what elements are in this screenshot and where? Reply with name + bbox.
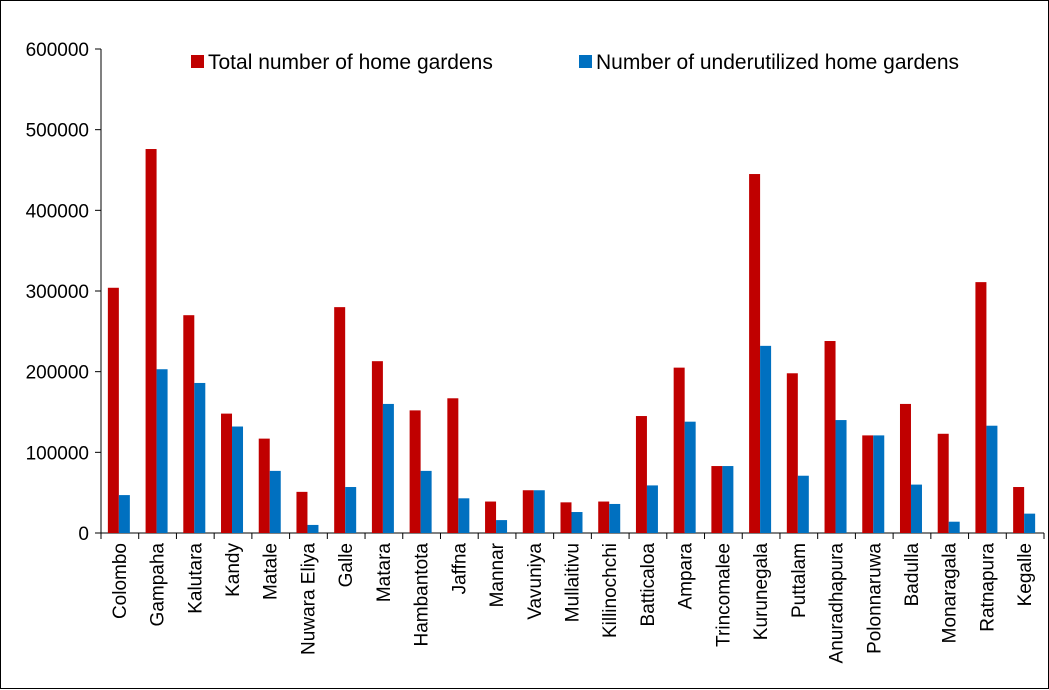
bar-underutilized-11	[533, 490, 545, 533]
bar-underutilized-5	[307, 524, 319, 533]
bar-underutilized-22	[948, 521, 960, 533]
y-tick-label-2: 200000	[26, 363, 89, 384]
y-tick-labels: 0 100000 200000 300000 400000 500000 600000	[26, 40, 89, 545]
bar-total-7	[371, 361, 383, 533]
bar-total-10	[485, 501, 497, 533]
bar-underutilized-12	[571, 512, 583, 533]
legend-swatch-1	[579, 55, 592, 68]
category-label-2: Kalutara	[185, 543, 206, 614]
bar-total-1	[145, 149, 157, 533]
bar-underutilized-23	[986, 425, 998, 533]
bar-underutilized-20	[873, 435, 885, 533]
legend: Total number of home gardens Number of un…	[191, 51, 959, 74]
category-label-18: Puttalam	[789, 543, 810, 618]
category-label-11: Vavuniya	[525, 543, 546, 620]
bar-underutilized-7	[382, 403, 394, 533]
bar-underutilized-10	[496, 520, 508, 533]
bar-total-6	[334, 307, 346, 533]
bar-underutilized-13	[609, 503, 621, 533]
bar-underutilized-0	[118, 495, 130, 533]
y-tick-label-3: 300000	[26, 282, 89, 303]
bar-total-5	[296, 491, 308, 533]
category-label-23: Ratnapura	[977, 543, 998, 632]
bar-underutilized-19	[835, 420, 847, 533]
bar-total-12	[560, 502, 572, 533]
bar-total-23	[975, 282, 987, 533]
category-label-16: Trincomalee	[713, 543, 734, 647]
bar-total-21	[899, 403, 911, 533]
category-label-0: Colombo	[110, 543, 131, 619]
category-label-20: Polonnaruwa	[864, 543, 885, 654]
bar-total-24	[1013, 487, 1025, 533]
y-tick-label-6: 600000	[26, 40, 89, 61]
category-label-19: Anuradhapura	[827, 543, 848, 664]
bar-total-16	[711, 466, 723, 533]
category-label-4: Matale	[261, 543, 282, 600]
bar-underutilized-17	[760, 345, 772, 533]
bar-total-14	[635, 416, 647, 533]
category-label-3: Kandy	[223, 543, 244, 597]
bar-total-15	[673, 367, 685, 533]
bar-underutilized-18	[797, 475, 809, 533]
category-label-5: Nuwara Eliya	[298, 543, 319, 655]
bar-underutilized-4	[269, 470, 281, 533]
bar-total-4	[258, 438, 270, 533]
y-tick-label-0: 0	[78, 524, 89, 545]
category-label-14: Batticaloa	[638, 543, 659, 627]
category-label-17: Kurunegala	[751, 543, 772, 641]
category-label-10: Mannar	[487, 542, 508, 607]
bar-total-2	[183, 315, 195, 533]
bar-underutilized-16	[722, 466, 734, 533]
axes	[95, 48, 1045, 539]
bar-underutilized-14	[646, 485, 658, 533]
bar-total-11	[522, 490, 534, 533]
bar-total-22	[937, 433, 949, 533]
category-label-12: Mullaitivu	[563, 543, 584, 622]
bar-total-3	[221, 413, 233, 533]
bar-total-19	[824, 341, 836, 533]
bar-total-20	[862, 435, 874, 533]
category-label-1: Gampaha	[148, 543, 169, 627]
legend-label-0: Total number of home gardens	[208, 51, 493, 74]
category-labels: Colombo Gampaha Kalutara Kandy Matale Nuwara …	[110, 542, 1036, 663]
bar-underutilized-9	[458, 498, 470, 533]
category-label-9: Jaffna	[449, 543, 470, 595]
bar-underutilized-3	[232, 426, 244, 533]
category-label-24: Kegalle	[1015, 543, 1036, 606]
bar-total-9	[447, 398, 459, 533]
y-tick-label-5: 500000	[26, 121, 89, 142]
bar-underutilized-24	[1024, 513, 1036, 533]
y-tick-label-1: 100000	[26, 443, 89, 464]
category-label-21: Badulla	[902, 543, 923, 607]
category-label-8: Hambantota	[412, 543, 433, 647]
bar-underutilized-15	[684, 421, 696, 533]
category-label-22: Monaragala	[940, 543, 961, 644]
category-label-15: Ampara	[676, 543, 697, 610]
legend-swatch-0	[191, 55, 204, 68]
category-label-13: Killinochchi	[600, 543, 621, 638]
legend-label-1: Number of underutilized home gardens	[596, 51, 959, 74]
bar-underutilized-2	[194, 382, 206, 533]
bars	[107, 149, 1036, 534]
bar-total-0	[107, 287, 119, 533]
bar-total-17	[749, 174, 761, 534]
y-tick-label-4: 400000	[26, 201, 89, 222]
category-label-6: Galle	[336, 543, 357, 587]
bar-total-8	[409, 410, 421, 533]
bar-underutilized-1	[156, 369, 168, 533]
category-label-7: Matara	[374, 543, 395, 603]
bar-underutilized-8	[420, 470, 432, 533]
bar-total-18	[786, 373, 798, 533]
bar-underutilized-6	[345, 487, 357, 533]
bar-underutilized-21	[910, 484, 922, 533]
bar-total-13	[598, 501, 610, 533]
